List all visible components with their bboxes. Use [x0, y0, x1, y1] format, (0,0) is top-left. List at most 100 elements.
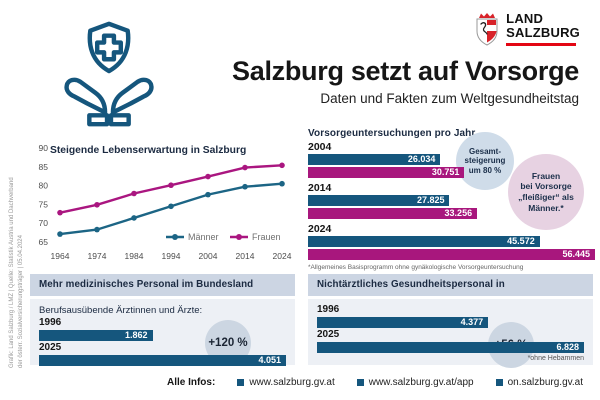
section-gesundheitspersonal-header: Nichtärztliches Gesundheitspersonal in K… [308, 274, 593, 312]
vorsorge-chart: Vorsorgeuntersuchungen pro Jahr 2004 26.0… [308, 128, 595, 271]
year-label: 2025 [317, 329, 340, 340]
section-aerzte-intro: Berufsausübende Ärztinnen und Ärzte: [39, 305, 203, 316]
y-tick: 70 [39, 218, 49, 228]
frauen-point [242, 164, 248, 171]
legend-marker [172, 234, 178, 240]
aerzte-bar-1996: 1.862 [39, 330, 153, 341]
bar-value-label: 26.034 [407, 154, 436, 164]
aerzte-bars: 1996 1.862 2025 4.051 [39, 317, 286, 366]
männer-bar-2004: 26.034 [308, 154, 441, 165]
callout-frauen-fleissiger: Frauen bei Vorsorge „fleißiger“ als Männer.… [508, 154, 584, 230]
y-tick: 65 [39, 237, 49, 247]
year-label: 1996 [39, 317, 62, 328]
footer-link-label: www.salzburg.gv.at [249, 377, 335, 388]
footer: Alle Infos: www.salzburg.gv.at www.salzbu… [150, 377, 600, 388]
gesundheitspersonal-footnote: *ohne Hebammen [527, 355, 584, 362]
land-salzburg-logo: LAND SALZBURG [474, 11, 580, 46]
y-tick: 80 [39, 181, 49, 191]
x-tick: 1994 [162, 251, 181, 261]
y-tick: 85 [39, 162, 49, 172]
footer-link-label: www.salzburg.gv.at/app [368, 377, 474, 388]
bar-value-label: 6.828 [556, 342, 579, 352]
logo-red-underline [506, 42, 577, 46]
bar-value-label: 45.572 [507, 236, 535, 246]
page-title: Salzburg setzt auf Vorsorge [232, 56, 579, 86]
section-aerzte: Mehr medizinisches Personal im Bundeslan… [30, 274, 295, 366]
x-tick: 2004 [199, 251, 218, 261]
section-gesundheitspersonal: Nichtärztliches Gesundheitspersonal in K… [308, 274, 593, 368]
y-tick: 90 [39, 143, 49, 153]
männer-point [131, 215, 137, 221]
aerzte-bar-2025: 4.051 [39, 355, 286, 366]
link-square-icon [356, 379, 364, 386]
hands-holding-shield-cross-icon [64, 21, 154, 127]
source-note: Grafik: Land Salzburg / LMZ | Quelle: St… [8, 138, 26, 368]
gesundheitspersonal-bar-1996: 4.377 [317, 317, 489, 328]
x-tick: 1984 [125, 251, 144, 261]
bar-value-label: 1.862 [124, 330, 148, 340]
source-note-line1: Grafik: Land Salzburg / LMZ | Quelle: St… [9, 177, 15, 368]
section-aerzte-body: Berufsausübende Ärztinnen und Ärzte: 199… [30, 299, 295, 366]
year-label: 1996 [317, 304, 340, 315]
männer-point [94, 226, 100, 233]
line-chart-title: Steigende Lebenserwartung in Salzburg [50, 145, 246, 156]
footer-link-1[interactable]: www.salzburg.gv.at/app [356, 377, 474, 388]
männer-point [168, 203, 174, 210]
frauen-bar-2004: 30.751 [308, 167, 465, 178]
footer-label: Alle Infos: [166, 377, 216, 388]
bar-group-2024: 2024 45.572 56.445 [308, 223, 595, 260]
callout-gesamtsteigerung: Gesamt-steigerung um 80 % [456, 132, 514, 190]
bar-value-label: 33.256 [444, 208, 473, 218]
frauen-bar-2024: 56.445 [308, 249, 595, 260]
legend-label: Frauen [252, 232, 281, 242]
frauen-point [94, 201, 100, 208]
footer-link-2[interactable]: on.salzburg.gv.at [495, 377, 584, 388]
frauen-bar-2014: 33.256 [308, 208, 478, 219]
footer-link-0[interactable]: www.salzburg.gv.at [237, 377, 335, 388]
bar-group-2004: 2004 26.034 30.751 [308, 141, 595, 178]
vorsorge-groups: 2004 26.034 30.751 2014 27.825 33.256 2024 45.5… [308, 141, 595, 260]
logo-line2: SALZBURG [506, 25, 580, 41]
bar-value-label: 4.051 [258, 355, 281, 365]
männer-bar-2024: 45.572 [308, 236, 540, 247]
link-square-icon [237, 379, 245, 386]
bar-value-label: 4.377 [460, 317, 484, 327]
männer-bar-2014: 27.825 [308, 195, 450, 206]
x-tick: 2024 [273, 251, 292, 261]
logo-line1: LAND [506, 11, 544, 26]
vorsorge-chart-title: Vorsorgeuntersuchungen pro Jahr [308, 128, 476, 139]
x-tick: 2014 [236, 251, 255, 261]
frauen-point [279, 162, 285, 169]
bar-value-label: 30.751 [431, 167, 460, 177]
life-expectancy-chart: Steigende Lebenserwartung in Salzburg 65 7… [39, 143, 292, 261]
männer-point [279, 180, 285, 187]
x-tick: 1974 [88, 251, 107, 261]
gesundheitspersonal-bars: 1996 4.377 2025 6.828 [317, 304, 584, 353]
year-label: 2025 [39, 342, 62, 353]
frauen-point [131, 190, 137, 197]
x-tick: 1964 [51, 251, 70, 261]
gesundheitspersonal-bar-2025: 6.828 [317, 342, 584, 353]
bar-group-2014: 2014 27.825 33.256 [308, 182, 595, 219]
title-block: Salzburg setzt auf Vorsorge Daten und Fa… [232, 56, 579, 106]
section-aerzte-header: Mehr medizinisches Personal im Bundeslan… [30, 274, 295, 296]
year-label: 2004 [308, 141, 332, 153]
männer-point [57, 231, 63, 237]
vorsorge-footnote: *Allgemeines Basisprogramm ohne gynäkolo… [308, 264, 524, 271]
footer-link-label: on.salzburg.gv.at [507, 377, 584, 388]
männer-point [205, 191, 211, 198]
legend-marker [236, 234, 242, 240]
männer-point [242, 183, 248, 190]
year-label: 2014 [308, 182, 332, 194]
year-label: 2024 [308, 223, 332, 235]
source-note-line2: der österr. Sozialversicherungsträger | … [18, 235, 24, 368]
link-square-icon [495, 379, 503, 386]
bar-value-label: 56.445 [562, 249, 590, 259]
legend-label: Männer [188, 232, 219, 242]
page-subtitle: Daten und Fakten zum Weltgesundheitstag [320, 91, 579, 106]
frauen-point [57, 209, 63, 216]
frauen-point [168, 182, 174, 189]
frauen-point [205, 173, 211, 180]
